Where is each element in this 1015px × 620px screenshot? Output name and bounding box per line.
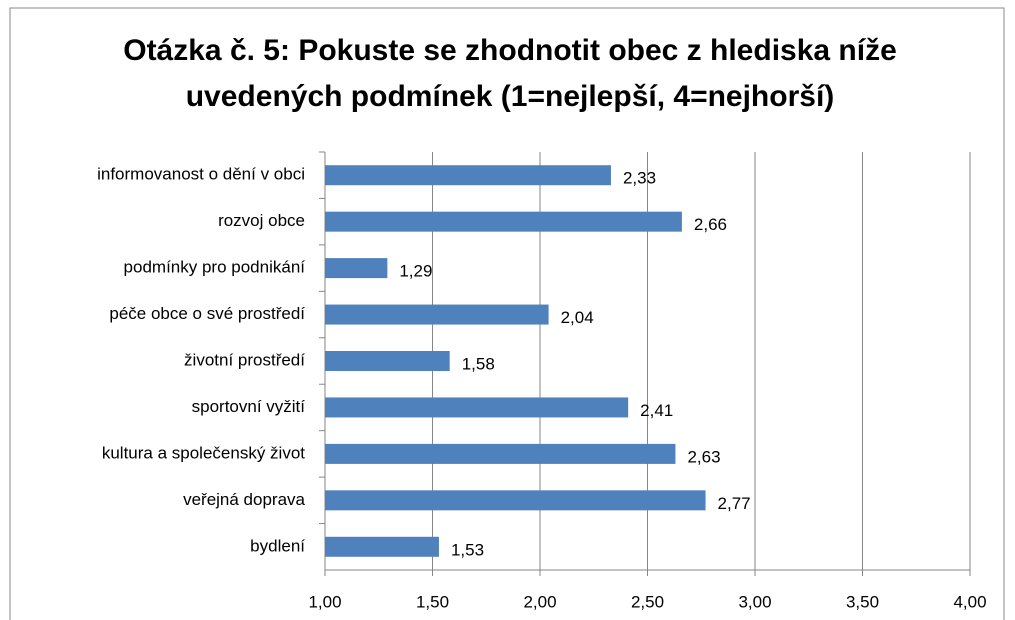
value-label: 1,29 — [399, 262, 432, 281]
value-label: 2,63 — [687, 447, 720, 466]
value-label: 1,53 — [451, 540, 484, 559]
bar — [325, 397, 629, 418]
bar — [325, 443, 676, 464]
bar — [325, 536, 439, 557]
chart-title: Otázka č. 5: Pokuste se zhodnotit obec z… — [123, 34, 897, 113]
bar — [325, 258, 388, 279]
value-label: 2,77 — [718, 494, 751, 513]
y-tick-label: informovanost o dění v obci — [97, 165, 305, 184]
value-label: 1,58 — [462, 354, 495, 373]
x-tick-label: 2,50 — [631, 592, 664, 611]
value-label: 2,66 — [694, 215, 727, 234]
x-tick-label: 3,50 — [846, 592, 879, 611]
bar — [325, 351, 450, 371]
y-tick-label: kultura a společenský život — [102, 443, 305, 462]
bar — [325, 490, 706, 511]
x-tick-label: 2,00 — [523, 592, 556, 611]
value-label: 2,41 — [640, 401, 673, 420]
bar — [325, 304, 549, 325]
x-tick-label: 3,00 — [738, 592, 771, 611]
x-tick-label: 1,00 — [308, 592, 341, 611]
y-tick-label: životní prostředí — [184, 350, 305, 369]
bar — [325, 165, 611, 186]
y-tick-label: sportovní vyžití — [192, 397, 306, 416]
value-label: 2,04 — [561, 308, 594, 327]
y-tick-label: bydlení — [250, 536, 305, 555]
bar — [325, 211, 682, 232]
y-tick-label: podmínky pro podnikání — [124, 258, 306, 277]
value-label: 2,33 — [623, 169, 656, 188]
y-tick-label: rozvoj obce — [218, 211, 305, 230]
x-tick-label: 4,00 — [953, 592, 986, 611]
x-tick-label: 1,50 — [416, 592, 449, 611]
y-tick-label: veřejná doprava — [183, 490, 305, 509]
y-tick-label: péče obce o své prostředí — [109, 304, 305, 323]
chart-border — [9, 7, 1005, 620]
